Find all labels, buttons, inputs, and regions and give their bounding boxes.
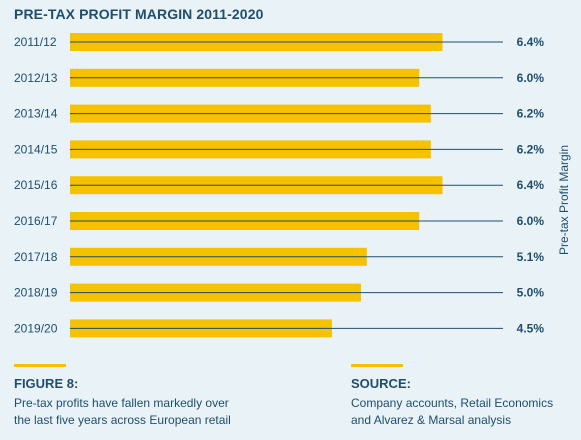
- value-label: 5.0%: [517, 286, 545, 300]
- figure-caption-line-2: the last five years across European reta…: [14, 413, 231, 427]
- category-label: 2018/19: [14, 286, 58, 300]
- source-accent-line: [351, 364, 403, 367]
- y-axis-label: Pre-tax Profit Margin: [557, 145, 571, 255]
- category-label: 2014/15: [14, 142, 58, 156]
- category-label: 2017/18: [14, 250, 58, 264]
- chart-title: PRE-TAX PROFIT MARGIN 2011-2020: [14, 6, 264, 22]
- category-label: 2016/17: [14, 214, 58, 228]
- value-label: 5.1%: [517, 250, 545, 264]
- source-text-line-2: and Alvarez & Marsal analysis: [351, 413, 512, 427]
- value-label: 6.4%: [517, 178, 545, 192]
- category-label: 2012/13: [14, 71, 58, 85]
- figure-caption: Pre-tax profits have fallen markedly ove…: [14, 395, 231, 429]
- value-label: 6.0%: [517, 214, 545, 228]
- value-label: 6.4%: [517, 35, 545, 49]
- source-text: Company accounts, Retail Economics and A…: [351, 395, 553, 429]
- category-label: 2013/14: [14, 107, 58, 121]
- category-label: 2019/20: [14, 321, 58, 335]
- figure-caption-line-1: Pre-tax profits have fallen markedly ove…: [14, 396, 229, 410]
- category-label: 2015/16: [14, 178, 58, 192]
- value-label: 6.2%: [517, 142, 545, 156]
- category-label: 2011/12: [14, 35, 57, 49]
- figure-accent-line: [14, 364, 66, 367]
- value-label: 4.5%: [517, 321, 545, 335]
- source-text-line-1: Company accounts, Retail Economics: [351, 396, 554, 410]
- value-label: 6.0%: [517, 71, 545, 85]
- source-label: SOURCE:: [351, 376, 411, 391]
- value-label: 6.2%: [517, 107, 545, 121]
- bar-chart: 2011/12 6.4% 2012/13 6.0% 2013/14 6.2% 2014/15…: [14, 33, 571, 338]
- figure-label: FIGURE 8:: [14, 376, 79, 391]
